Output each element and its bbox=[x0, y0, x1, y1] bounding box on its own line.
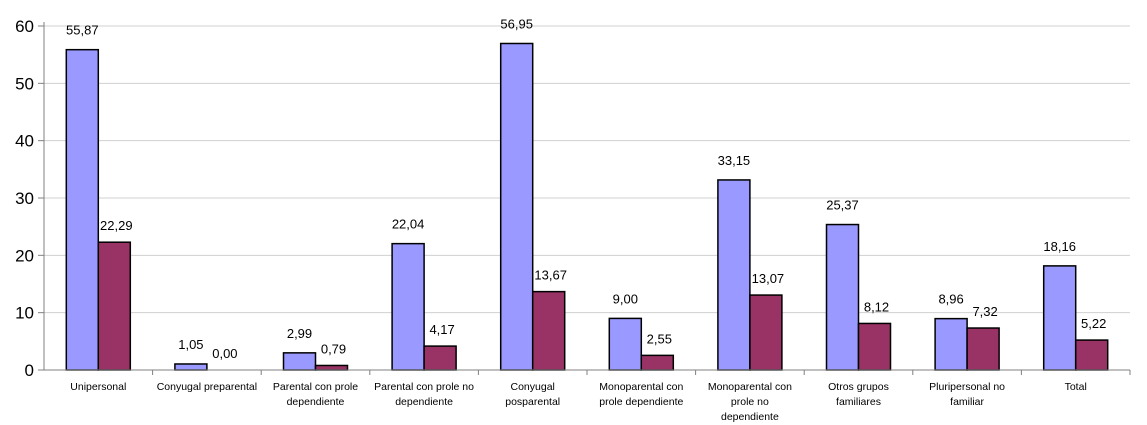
bar-series-1-8 bbox=[934, 317, 968, 371]
x-tick-label: Conyugal posparental bbox=[505, 381, 560, 408]
bar-series-2-8 bbox=[966, 327, 1000, 371]
y-tick-label: 50 bbox=[15, 74, 34, 93]
data-label-series-1-6: 33,15 bbox=[718, 153, 751, 168]
x-tick-label: Total bbox=[1065, 381, 1087, 393]
x-tick-label: Unipersonal bbox=[70, 381, 126, 393]
x-axis: Unipersonal Conyugal preparental Parental … bbox=[44, 369, 1131, 423]
data-label-series-1-1: 1,05 bbox=[178, 337, 203, 352]
x-tick-label: Monoparental con prole no dependiente bbox=[708, 381, 792, 423]
bar-series-2-2 bbox=[314, 364, 349, 371]
x-tick-label-line: posparental bbox=[505, 396, 560, 408]
data-label-series-2-2: 0,79 bbox=[321, 341, 346, 356]
x-tick-label-line: prole dependiente bbox=[599, 396, 683, 408]
x-tick-label-line: Total bbox=[1065, 381, 1087, 393]
y-tick-label: 30 bbox=[15, 189, 34, 208]
data-label-series-2-3: 4,17 bbox=[429, 322, 454, 337]
y-tick-label: 0 bbox=[25, 361, 34, 380]
x-tick-label-line: dependiente bbox=[721, 411, 779, 423]
x-tick-label-line: prole no bbox=[731, 396, 769, 408]
x-tick-label-line: Unipersonal bbox=[70, 381, 126, 393]
data-label-series-2-8: 7,32 bbox=[972, 304, 997, 319]
data-label-series-1-7: 25,37 bbox=[826, 198, 859, 213]
x-tick-label-line: familiares bbox=[836, 396, 881, 408]
data-label-series-2-5: 2,55 bbox=[647, 331, 672, 346]
bar-series-2-0 bbox=[97, 241, 132, 371]
x-tick-label: Pluripersonal no familiar bbox=[929, 381, 1005, 408]
x-tick-label-line: familiar bbox=[950, 396, 984, 408]
y-tick-label: 60 bbox=[15, 17, 34, 36]
y-tick-label: 40 bbox=[15, 132, 34, 151]
x-tick-label: Conyugal preparental bbox=[157, 381, 257, 393]
x-tick-label-line: Conyugal preparental bbox=[157, 381, 257, 393]
data-label-series-2-9: 5,22 bbox=[1081, 316, 1106, 331]
x-tick-label-line: Otros grupos bbox=[828, 381, 889, 393]
bar-series-1-2 bbox=[282, 352, 317, 371]
gridlines bbox=[44, 25, 1130, 314]
x-tick-label: Parental con prole no dependiente bbox=[374, 381, 474, 408]
x-tick-label-line: Parental con prole bbox=[273, 381, 358, 393]
data-label-series-2-0: 22,29 bbox=[100, 218, 133, 233]
bar-series-1-0 bbox=[65, 48, 100, 371]
bar-series-1-5 bbox=[608, 317, 643, 371]
x-tick-label-line: dependiente bbox=[287, 396, 345, 408]
data-label-series-1-4: 56,95 bbox=[500, 16, 533, 31]
x-tick-label-line: Pluripersonal no bbox=[929, 381, 1005, 393]
bar-series-1-9 bbox=[1042, 265, 1077, 371]
bar-series-2-9 bbox=[1074, 339, 1109, 371]
data-label-series-2-4: 13,67 bbox=[534, 268, 567, 283]
x-tick-label: Monoparental con prole dependiente bbox=[599, 381, 683, 408]
data-label-series-1-8: 8,96 bbox=[938, 292, 963, 307]
y-axis: 0 10 20 30 40 50 60 bbox=[15, 17, 45, 380]
data-label-series-2-7: 8,12 bbox=[864, 299, 889, 314]
bar-series-1-6 bbox=[717, 179, 751, 371]
bar-series-1-3 bbox=[391, 242, 425, 371]
x-tick-label: Parental con prole dependiente bbox=[273, 381, 358, 408]
data-label-series-2-6: 13,07 bbox=[752, 271, 785, 286]
y-tick-label: 20 bbox=[15, 246, 34, 265]
data-label-series-2-1: 0,00 bbox=[212, 346, 237, 361]
bar-series-1-1 bbox=[174, 363, 208, 371]
bars: 55,87 22,29 1,05 0,00 2,99 0,79 22,04 4,17 56,95… bbox=[65, 16, 1109, 371]
data-label-series-1-2: 2,99 bbox=[287, 326, 312, 341]
x-tick-label-line: Parental con prole no bbox=[374, 381, 474, 393]
x-tick-label: Otros grupos familiares bbox=[828, 381, 889, 408]
x-tick-label-line: dependiente bbox=[395, 396, 453, 408]
y-tick-label: 10 bbox=[15, 304, 34, 323]
bar-series-2-6 bbox=[749, 294, 783, 371]
data-label-series-1-9: 18,16 bbox=[1043, 239, 1076, 254]
data-label-series-1-0: 55,87 bbox=[66, 23, 99, 38]
bar-series-2-4 bbox=[531, 290, 566, 371]
bar-series-1-4 bbox=[499, 42, 534, 371]
bar-series-2-3 bbox=[423, 345, 457, 371]
x-tick-label-line: Monoparental con bbox=[599, 381, 683, 393]
x-tick-label-line: Monoparental con bbox=[708, 381, 792, 393]
data-label-series-1-5: 9,00 bbox=[613, 291, 638, 306]
bar-series-2-7 bbox=[857, 322, 892, 371]
bar-series-2-5 bbox=[640, 354, 675, 371]
x-tick-label-line: Conyugal bbox=[511, 381, 555, 393]
bar-series-1-7 bbox=[825, 223, 860, 371]
data-label-series-1-3: 22,04 bbox=[392, 217, 425, 232]
